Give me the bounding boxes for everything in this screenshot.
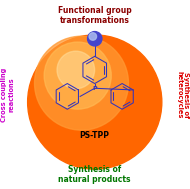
Circle shape bbox=[28, 35, 162, 169]
Text: Functional group
transformations: Functional group transformations bbox=[58, 6, 132, 25]
Text: PS-TPP: PS-TPP bbox=[80, 131, 110, 140]
Circle shape bbox=[88, 32, 102, 46]
Circle shape bbox=[89, 33, 97, 40]
Circle shape bbox=[44, 42, 111, 109]
Text: Synthesis of
heterocycles: Synthesis of heterocycles bbox=[176, 71, 189, 118]
Circle shape bbox=[57, 51, 95, 89]
Text: P: P bbox=[92, 86, 97, 91]
Text: Cross coupling
reactions: Cross coupling reactions bbox=[1, 67, 14, 122]
Circle shape bbox=[35, 36, 128, 130]
Text: Synthesis of
natural products: Synthesis of natural products bbox=[59, 165, 131, 184]
